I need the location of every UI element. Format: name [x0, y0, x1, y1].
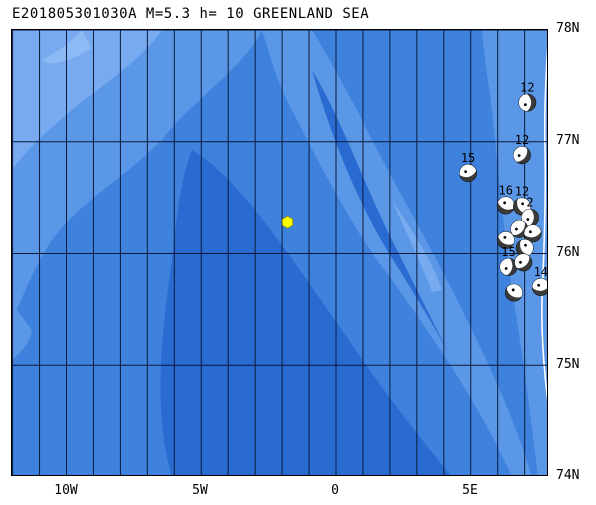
focal-mechanism — [496, 196, 515, 215]
beachball-quadrant — [505, 288, 522, 302]
beachball-axis — [526, 218, 530, 221]
greenland-shelf-area — [12, 30, 162, 170]
focal-mechanism — [496, 231, 515, 249]
focal-mechanism — [518, 93, 537, 112]
map-frame: 12 12 15 16 12 2 15 14 — [11, 29, 548, 476]
mechanism-depth-label: 14 — [534, 265, 548, 279]
west-bank-area — [12, 305, 32, 360]
focal-mechanism — [459, 164, 477, 182]
lat-label-77n: 77N — [556, 133, 580, 148]
mechanism-depth-label: 12 — [515, 133, 529, 147]
beachball-quadrant — [524, 231, 542, 242]
beachball-quadrant — [516, 148, 531, 164]
beachball-quadrant — [513, 146, 528, 162]
hexagon-icon — [281, 215, 294, 229]
beachball-axis — [521, 202, 524, 206]
beachball-axis — [511, 288, 515, 292]
beachball-axis — [464, 170, 467, 174]
focal-mechanism — [504, 283, 523, 302]
beachball-quadrant — [497, 236, 514, 249]
beachball-axis — [519, 260, 522, 264]
focal-mechanism — [531, 278, 547, 296]
lon-label-5e: 5E — [462, 483, 478, 498]
beachball-quadrant — [499, 258, 510, 276]
beachball-quadrant — [513, 199, 527, 216]
beachball-quadrant — [510, 220, 525, 236]
beachball-quadrant — [532, 286, 547, 296]
lon-label-5w: 5W — [192, 483, 208, 498]
beachball-quadrant — [529, 209, 539, 227]
beachball-axis — [524, 243, 527, 247]
beachball-quadrant — [518, 94, 528, 112]
beachball-axis — [504, 267, 508, 270]
beachball-quadrant — [497, 196, 515, 209]
beachball-quadrant — [516, 240, 529, 257]
focal-mechanism — [513, 146, 531, 165]
mechanism-depth-label: 15 — [461, 151, 475, 165]
lat-label-75n: 75N — [556, 357, 580, 372]
beachball-axis — [537, 283, 541, 287]
focal-mechanism — [514, 253, 533, 272]
beachball-quadrant — [459, 170, 477, 182]
coastline — [541, 46, 547, 401]
beachball-quadrant — [532, 278, 547, 288]
mechanism-depth-label: 16 — [499, 183, 513, 197]
beachball-quadrant — [459, 164, 477, 176]
beachball-axis — [517, 154, 521, 157]
lat-label-74n: 74N — [556, 468, 580, 483]
beachball-quadrant — [527, 94, 536, 112]
mechanism-depth-label: 15 — [501, 245, 515, 259]
beachball-axis — [528, 230, 532, 234]
lat-label-76n: 76N — [556, 245, 580, 260]
lon-label-0: 0 — [331, 483, 339, 498]
beachball-quadrant — [520, 239, 534, 256]
beachball-quadrant — [524, 224, 542, 236]
mechanism-depth-label: 12 — [520, 81, 534, 95]
lat-label-78n: 78N — [556, 21, 580, 36]
beachball-quadrant — [506, 284, 523, 297]
beachball-axis — [523, 103, 527, 107]
beachball-axis — [503, 236, 507, 239]
focal-mechanism — [523, 224, 542, 243]
beachball-quadrant — [517, 256, 532, 271]
beachball-quadrant — [497, 202, 514, 214]
mechanism-depth-label: 2 — [526, 196, 533, 210]
mechanism-depth-label: 12 — [515, 185, 529, 199]
beachball-quadrant — [498, 231, 515, 244]
beachball-axis — [503, 201, 507, 205]
deep-basin-area — [160, 150, 451, 475]
beachball-axis — [515, 227, 518, 231]
map-title: E201805301030A M=5.3 h= 10 GREENLAND SEA — [12, 6, 370, 22]
lon-label-10w: 10W — [54, 483, 78, 498]
beachball-quadrant — [514, 253, 530, 269]
ridge-trough-area — [312, 70, 452, 360]
